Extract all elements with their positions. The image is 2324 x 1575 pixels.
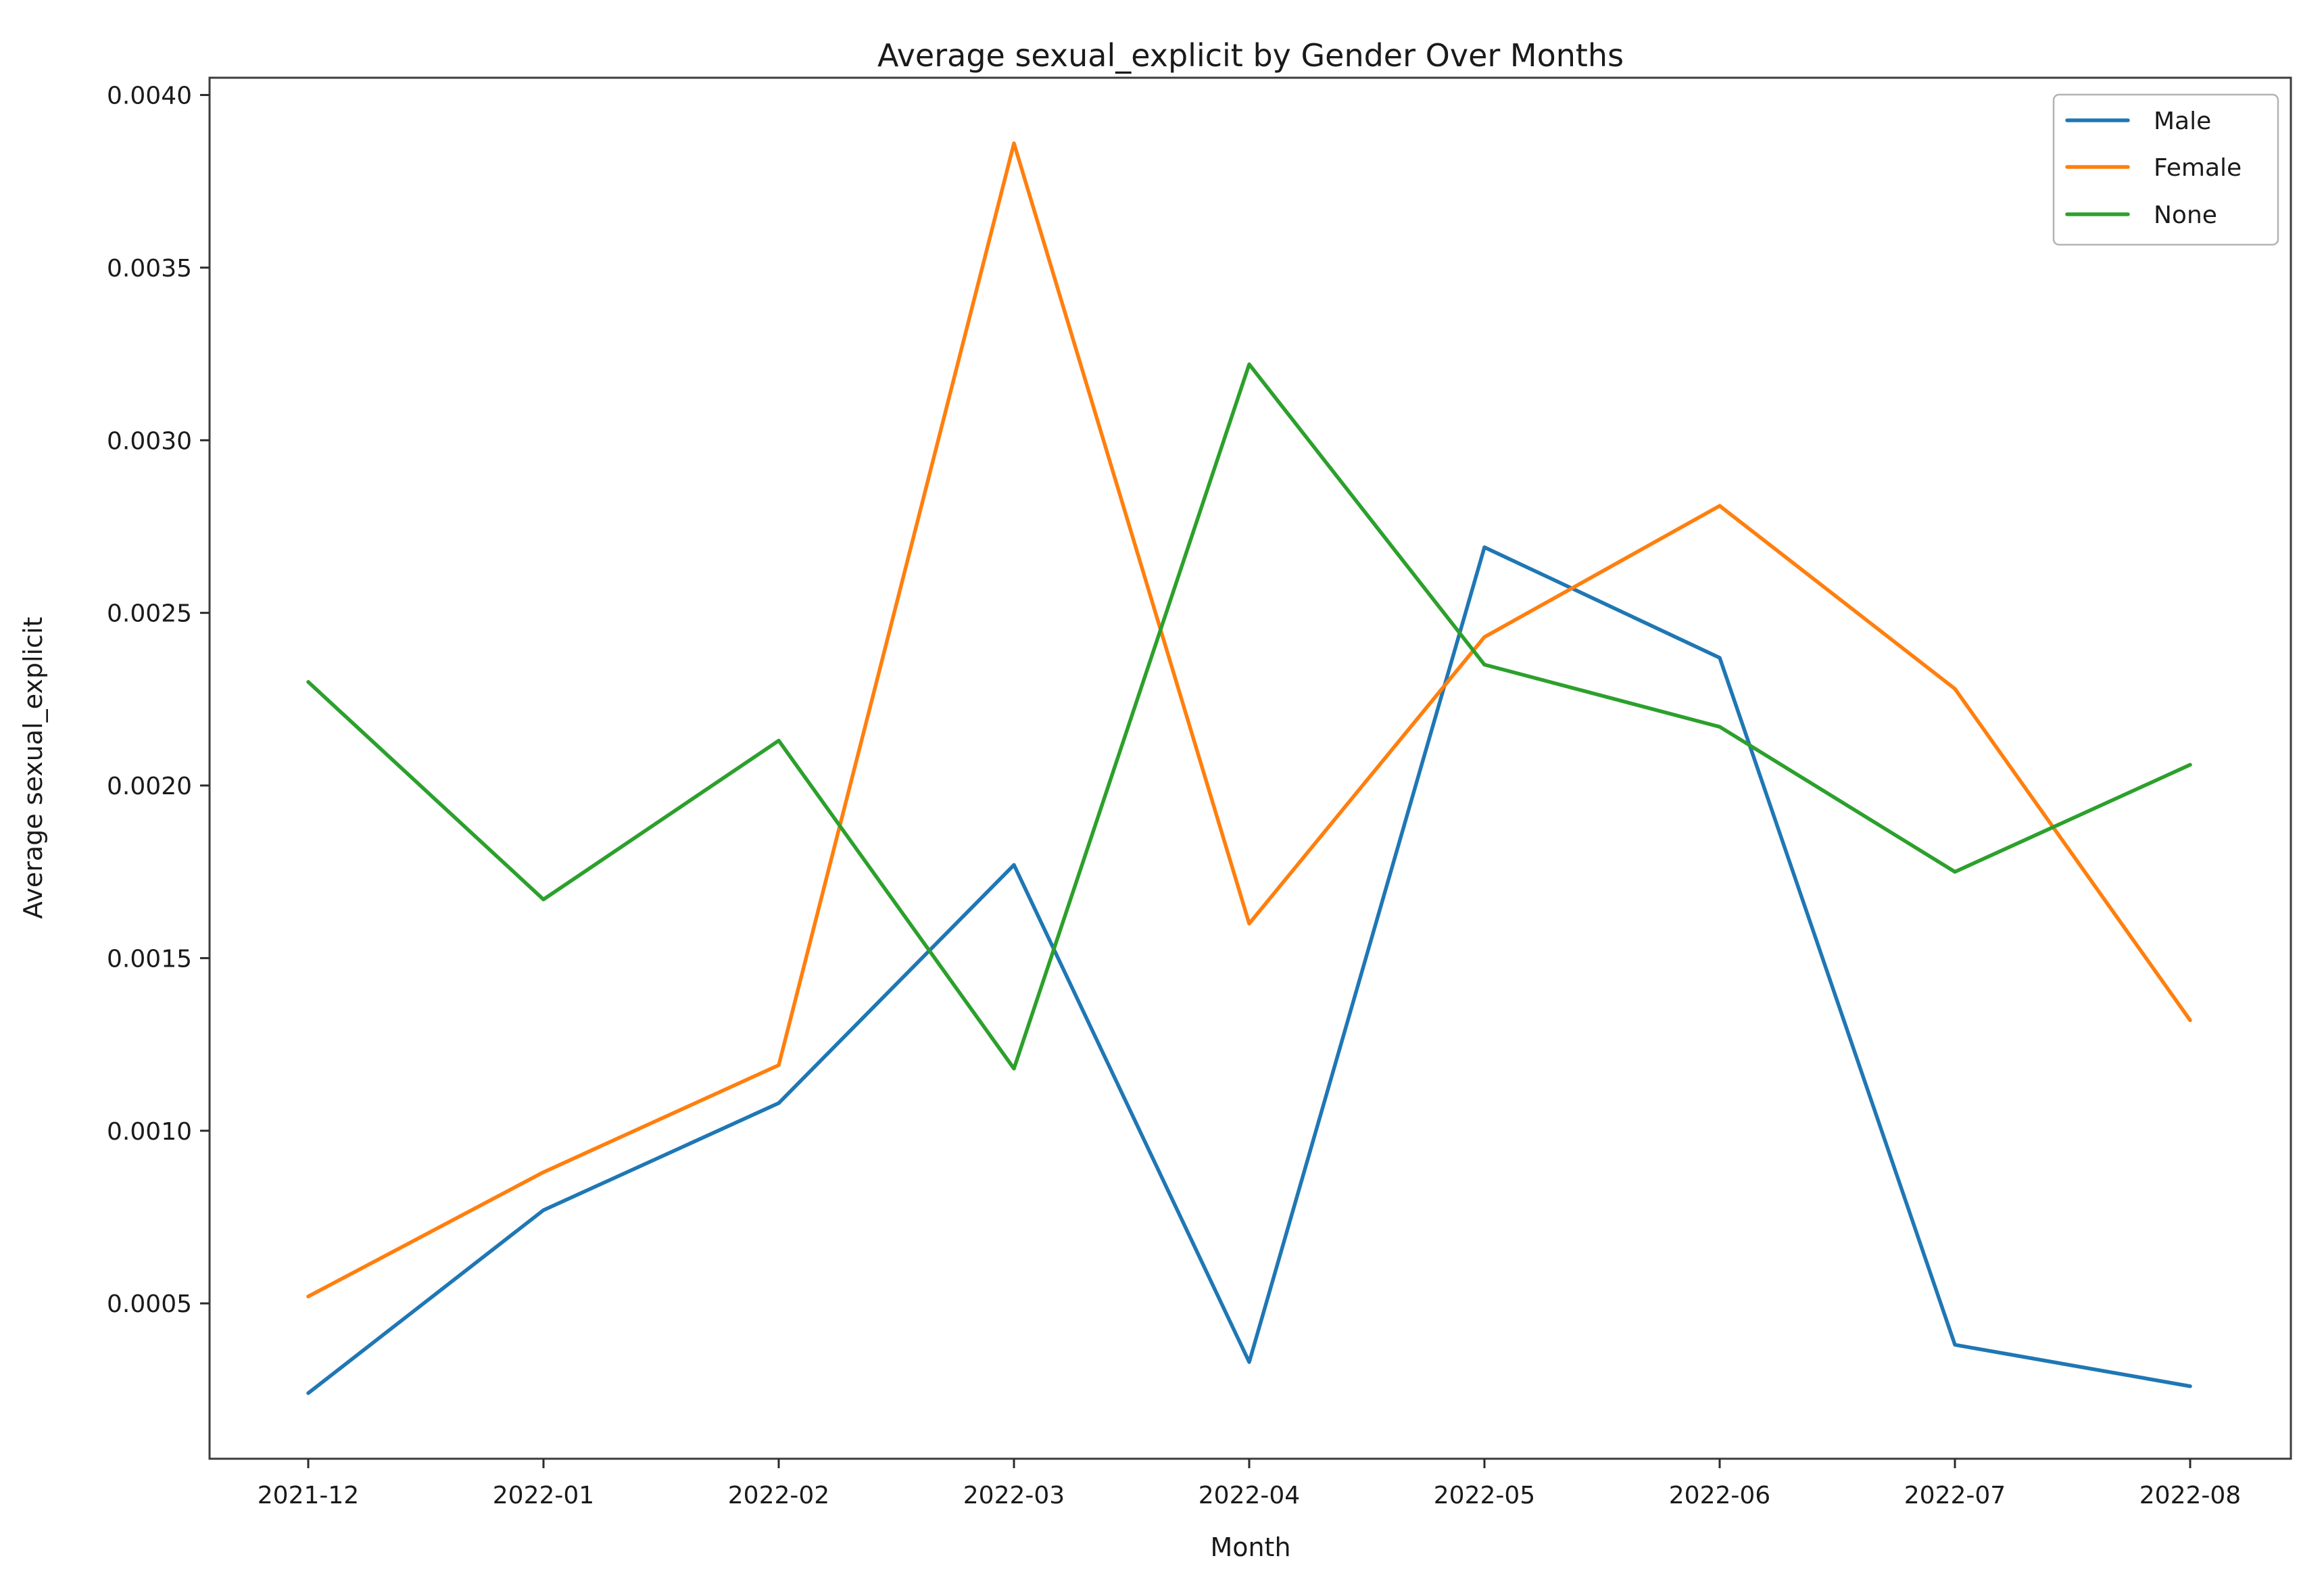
line-series-male	[306, 545, 2192, 1395]
x-tick-label: 2022-02	[728, 1482, 829, 1509]
legend-layer: Male Female None	[2052, 93, 2279, 246]
line-series-female	[306, 141, 2192, 1299]
x-axis-label: Month	[1210, 1532, 1290, 1562]
x-tick-label: 2022-05	[1434, 1482, 1535, 1509]
x-tick-label: 2021-12	[258, 1482, 359, 1509]
y-axis-label: Average sexual_explicit	[18, 617, 48, 919]
y-tick-label: 0.0005	[107, 1290, 192, 1318]
series-layer	[306, 141, 2192, 1395]
line-series-none	[306, 362, 2192, 1071]
legend-label-none: None	[2154, 201, 2217, 229]
x-tick-label: 2022-03	[963, 1482, 1065, 1509]
x-tick-label: 2022-01	[493, 1482, 594, 1509]
legend-box	[2052, 93, 2279, 246]
y-tick-label: 0.0025	[107, 600, 192, 628]
y-tick-label: 0.0040	[107, 82, 192, 110]
y-tick-label: 0.0010	[107, 1118, 192, 1146]
y-tick-label: 0.0020	[107, 773, 192, 800]
x-tick-label: 2022-07	[1904, 1482, 2006, 1509]
axes-layer: 0.0005 0.0010 0.0015 0.0020 0.0025 0.0030 0.00…	[107, 76, 2292, 1509]
y-tick-label: 0.0035	[107, 255, 192, 283]
x-tick-label: 2022-06	[1669, 1482, 1770, 1509]
y-tick-label: 0.0030	[107, 427, 192, 455]
y-tick-label: 0.0015	[107, 945, 192, 973]
legend-label-male: Male	[2154, 107, 2211, 135]
chart-title: Average sexual_explicit by Gender Over M…	[877, 37, 1624, 74]
plot-frame	[208, 76, 2292, 1460]
x-tick-label: 2022-04	[1199, 1482, 1300, 1509]
legend-label-female: Female	[2154, 154, 2242, 182]
x-tick-label: 2022-08	[2139, 1482, 2241, 1509]
